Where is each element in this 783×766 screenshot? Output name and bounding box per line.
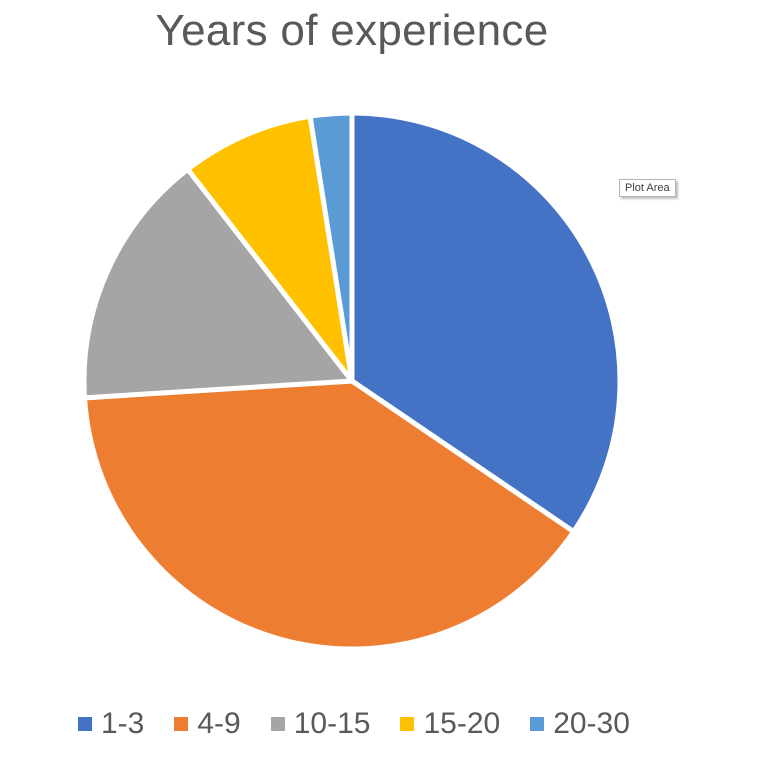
legend-item-10-15[interactable]: 10-15	[270, 707, 371, 741]
legend-label: 20-30	[553, 707, 630, 740]
legend-item-20-30[interactable]: 20-30	[530, 707, 630, 741]
legend-swatch	[270, 717, 285, 731]
pie-slices	[81, 110, 623, 652]
pie-slice-4-9[interactable]	[82, 378, 577, 652]
legend-item-4-9[interactable]: 4-9	[174, 707, 241, 741]
pie-slice-20-30[interactable]	[307, 110, 355, 384]
legend-label: 15-20	[423, 707, 501, 740]
legend-label: 1-3	[101, 707, 145, 740]
chart-legend[interactable]: 1-3 4-9 10-15 15-20 20-30	[78, 704, 630, 744]
legend-swatch	[400, 717, 415, 731]
pie-slice-1-3[interactable]	[349, 110, 623, 535]
pie-slice-10-15[interactable]	[81, 166, 355, 401]
legend-swatch	[530, 717, 545, 731]
legend-swatch	[78, 717, 92, 731]
chart-title: Years of experience	[155, 6, 549, 55]
legend-item-15-20[interactable]: 15-20	[400, 707, 500, 741]
legend-swatch	[174, 717, 189, 731]
plot-area-tooltip: Plot Area	[619, 179, 676, 197]
legend-item-1-3[interactable]: 1-3	[78, 707, 144, 741]
legend-label: 4-9	[197, 707, 241, 740]
pie-slice-15-20[interactable]	[185, 113, 355, 384]
legend-label: 10-15	[293, 707, 371, 740]
